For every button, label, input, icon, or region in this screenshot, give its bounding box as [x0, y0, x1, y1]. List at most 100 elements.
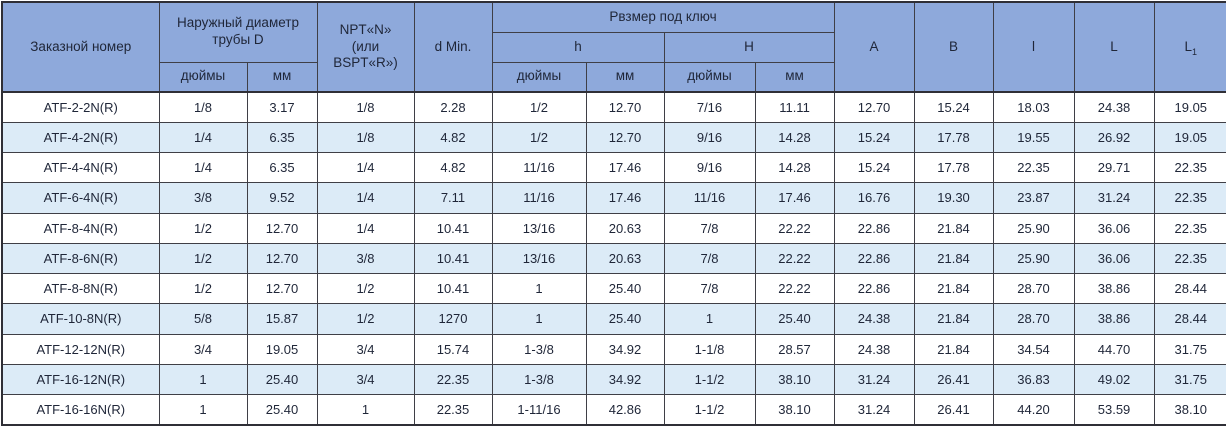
value-cell: 3/4: [316, 363, 415, 396]
value-cell: 24.38: [833, 333, 915, 365]
value-cell: 22.35: [1153, 242, 1226, 275]
order-number-cell: ATF-8-4N(R): [1, 212, 160, 244]
value-cell: 19.55: [992, 121, 1075, 154]
value-cell: 22.35: [1153, 212, 1226, 244]
value-cell: 1: [491, 273, 587, 305]
value-cell: 9/16: [663, 121, 756, 154]
order-number-cell: ATF-16-12N(R): [1, 363, 160, 396]
value-cell: 12.70: [246, 273, 318, 305]
value-cell: 16.76: [833, 182, 915, 214]
value-cell: 31.75: [1153, 363, 1226, 396]
order-number-cell: ATF-4-2N(R): [1, 121, 160, 154]
value-cell: 11/16: [491, 152, 587, 184]
table-row: ATF-10-8N(R) 5/8 15.87 1/2 1270 1 25.40 1 25.40 2…: [1, 303, 1226, 335]
value-cell: 31.24: [833, 394, 915, 426]
value-cell: 15.74: [413, 333, 493, 365]
header-diameter-inches: дюймы: [158, 61, 248, 93]
value-cell: 28.57: [754, 333, 835, 365]
value-cell: 25.90: [992, 242, 1075, 275]
value-cell: 21.84: [913, 333, 994, 365]
value-cell: 1: [158, 394, 248, 426]
value-cell: 22.35: [1153, 182, 1226, 214]
value-cell: 7.11: [413, 182, 493, 214]
header-h-mm: мм: [585, 61, 665, 93]
value-cell: 19.05: [1153, 91, 1226, 123]
value-cell: 1/8: [158, 91, 248, 123]
value-cell: 1: [663, 303, 756, 335]
header-h-low: h: [491, 31, 665, 63]
value-cell: 1: [491, 303, 587, 335]
value-cell: 3/4: [158, 333, 248, 365]
value-cell: 1270: [413, 303, 493, 335]
value-cell: 3.17: [246, 91, 318, 123]
header-col-l-cap: L: [1073, 1, 1155, 93]
value-cell: 11.11: [754, 91, 835, 123]
value-cell: 12.70: [246, 212, 318, 244]
table-row: ATF-8-4N(R) 1/2 12.70 1/4 10.41 13/16 20.63 7/8…: [1, 212, 1226, 244]
value-cell: 34.54: [992, 333, 1075, 365]
value-cell: 38.86: [1073, 273, 1155, 305]
value-cell: 22.22: [754, 212, 835, 244]
table-row: ATF-16-16N(R) 1 25.40 1 22.35 1-11/16 42.86 1-1…: [1, 394, 1226, 426]
value-cell: 22.22: [754, 273, 835, 305]
header-band-3: дюймы мм дюймы мм дюймы мм: [2, 61, 1226, 93]
header-col-l-small: l: [992, 1, 1075, 93]
value-cell: 25.40: [585, 303, 665, 335]
order-number-cell: ATF-10-8N(R): [1, 303, 160, 335]
value-cell: 12.70: [246, 242, 318, 275]
value-cell: 42.86: [585, 394, 665, 426]
table-row: ATF-12-12N(R) 3/4 19.05 3/4 15.74 1-3/8 34.92 1…: [1, 333, 1226, 365]
value-cell: 31.24: [1073, 182, 1155, 214]
value-cell: 31.75: [1153, 333, 1226, 365]
value-cell: 22.86: [833, 242, 915, 275]
value-cell: 28.70: [992, 303, 1075, 335]
value-cell: 21.84: [913, 273, 994, 305]
value-cell: 1/2: [316, 273, 415, 305]
header-col-l1: L1: [1153, 1, 1226, 93]
table-row: ATF-16-12N(R) 1 25.40 3/4 22.35 1-3/8 34.92 1-1…: [1, 363, 1226, 396]
order-number-cell: ATF-6-4N(R): [1, 182, 160, 214]
value-cell: 38.10: [754, 394, 835, 426]
order-number-cell: ATF-12-12N(R): [1, 333, 160, 365]
value-cell: 17.78: [913, 152, 994, 184]
value-cell: 22.35: [413, 394, 493, 426]
value-cell: 7/8: [663, 242, 756, 275]
value-cell: 49.02: [1073, 363, 1155, 396]
header-outer-diameter: Наружный диаметр трубы D: [158, 1, 318, 63]
value-cell: 1: [316, 394, 415, 426]
value-cell: 12.70: [585, 91, 665, 123]
value-cell: 1/8: [316, 121, 415, 154]
value-cell: 1-1/2: [663, 394, 756, 426]
value-cell: 17.46: [585, 182, 665, 214]
value-cell: 25.40: [754, 303, 835, 335]
value-cell: 36.06: [1073, 212, 1155, 244]
table-row: ATF-4-2N(R) 1/4 6.35 1/8 4.82 1/2 12.70 9/16 14.…: [1, 121, 1226, 154]
value-cell: 15.24: [833, 152, 915, 184]
value-cell: 26.92: [1073, 121, 1155, 154]
value-cell: 19.05: [1153, 121, 1226, 154]
value-cell: 1/2: [316, 303, 415, 335]
value-cell: 6.35: [246, 121, 318, 154]
value-cell: 34.92: [585, 333, 665, 365]
value-cell: 12.70: [585, 121, 665, 154]
value-cell: 11/16: [491, 182, 587, 214]
value-cell: 3/8: [158, 182, 248, 214]
value-cell: 12.70: [833, 91, 915, 123]
value-cell: 14.28: [754, 152, 835, 184]
value-cell: 21.84: [913, 212, 994, 244]
table-header: Заказной номер Наружный диаметр трубы D …: [1, 1, 1226, 93]
value-cell: 13/16: [491, 242, 587, 275]
value-cell: 1/4: [316, 212, 415, 244]
value-cell: 1-11/16: [491, 394, 587, 426]
value-cell: 29.71: [1073, 152, 1155, 184]
value-cell: 7/16: [663, 91, 756, 123]
value-cell: 1/2: [491, 121, 587, 154]
table-row: ATF-8-6N(R) 1/2 12.70 3/8 10.41 13/16 20.63 7/8…: [1, 242, 1226, 275]
value-cell: 1/2: [158, 273, 248, 305]
header-order-number: Заказной номер: [1, 1, 160, 93]
value-cell: 4.82: [413, 152, 493, 184]
value-cell: 44.70: [1073, 333, 1155, 365]
order-number-cell: ATF-16-16N(R): [1, 394, 160, 426]
